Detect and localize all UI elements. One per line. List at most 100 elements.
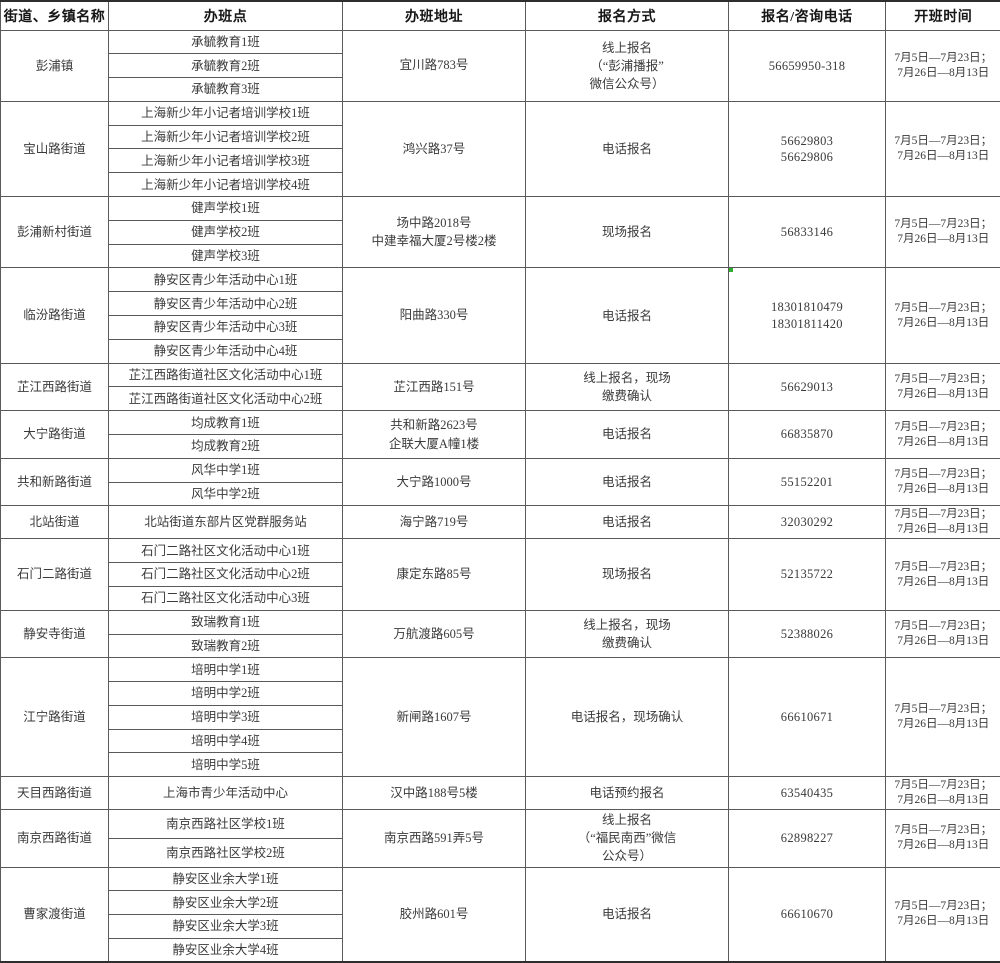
method-cell: 线上报名（“福民南西”微信公众号） [526, 810, 729, 867]
phone-cell: 56659950-318 [729, 30, 886, 101]
address-cell: 阳曲路330号 [343, 268, 526, 363]
method-cell: 现场报名 [526, 197, 729, 268]
district-cell: 北站街道 [1, 506, 109, 539]
district-cell: 临汾路街道 [1, 268, 109, 363]
address-cell: 芷江西路151号 [343, 363, 526, 411]
phone-cell: 66610670 [729, 867, 886, 962]
column-header: 开班时间 [886, 1, 1000, 30]
phone-cell: 55152201 [729, 458, 886, 506]
schedule-cell: 7月5日—7月23日；7月26日—8月13日 [886, 30, 1000, 101]
schedule-cell: 7月5日—7月23日；7月26日—8月13日 [886, 506, 1000, 539]
site-cell: 健声学校2班 [109, 220, 343, 244]
site-cell: 风华中学2班 [109, 482, 343, 506]
address-cell: 宜川路783号 [343, 30, 526, 101]
method-cell: 现场报名 [526, 539, 729, 610]
site-cell: 上海市青少年活动中心 [109, 777, 343, 810]
site-cell: 静安区业余大学2班 [109, 891, 343, 915]
phone-cell: 32030292 [729, 506, 886, 539]
address-cell: 海宁路719号 [343, 506, 526, 539]
site-cell: 静安区青少年活动中心3班 [109, 316, 343, 340]
address-cell: 大宁路1000号 [343, 458, 526, 506]
method-cell: 电话报名 [526, 867, 729, 962]
district-cell: 江宁路街道 [1, 658, 109, 777]
site-cell: 培明中学3班 [109, 705, 343, 729]
site-cell: 致瑞教育2班 [109, 634, 343, 658]
site-cell: 健声学校1班 [109, 197, 343, 221]
column-header: 办班地址 [343, 1, 526, 30]
address-cell: 共和新路2623号企联大厦A幢1楼 [343, 411, 526, 459]
site-cell: 静安区业余大学1班 [109, 867, 343, 891]
site-cell: 均成教育1班 [109, 411, 343, 435]
address-cell: 鸿兴路37号 [343, 101, 526, 196]
site-cell: 芷江西路街道社区文化活动中心1班 [109, 363, 343, 387]
table-row: 彭浦镇承毓教育1班宜川路783号线上报名（“彭浦播报”微信公众号）5665995… [1, 30, 1000, 54]
site-cell: 上海新少年小记者培训学校4班 [109, 173, 343, 197]
method-cell: 电话报名 [526, 458, 729, 506]
schedule-cell: 7月5日—7月23日；7月26日—8月13日 [886, 268, 1000, 363]
phone-cell: 56833146 [729, 197, 886, 268]
column-header: 报名/咨询电话 [729, 1, 886, 30]
address-cell: 胶州路601号 [343, 867, 526, 962]
district-cell: 静安寺街道 [1, 610, 109, 658]
method-cell: 电话报名 [526, 411, 729, 459]
site-cell: 上海新少年小记者培训学校3班 [109, 149, 343, 173]
site-cell: 静安区青少年活动中心4班 [109, 339, 343, 363]
district-cell: 天目西路街道 [1, 777, 109, 810]
address-cell: 新闸路1607号 [343, 658, 526, 777]
site-cell: 石门二路社区文化活动中心2班 [109, 563, 343, 587]
site-cell: 承毓教育3班 [109, 78, 343, 102]
column-header: 办班点 [109, 1, 343, 30]
header-row: 街道、乡镇名称办班点办班地址报名方式报名/咨询电话开班时间 [1, 1, 1000, 30]
district-cell: 彭浦镇 [1, 30, 109, 101]
site-cell: 健声学校3班 [109, 244, 343, 268]
site-cell: 南京西路社区学校1班 [109, 810, 343, 839]
district-cell: 共和新路街道 [1, 458, 109, 506]
site-cell: 培明中学2班 [109, 682, 343, 706]
district-cell: 彭浦新村街道 [1, 197, 109, 268]
schedule-cell: 7月5日—7月23日；7月26日—8月13日 [886, 539, 1000, 610]
site-cell: 培明中学4班 [109, 729, 343, 753]
site-cell: 石门二路社区文化活动中心3班 [109, 586, 343, 610]
phone-cell: 63540435 [729, 777, 886, 810]
site-cell: 静安区青少年活动中心1班 [109, 268, 343, 292]
district-cell: 芷江西路街道 [1, 363, 109, 411]
table-row: 芷江西路街道芷江西路街道社区文化活动中心1班芷江西路151号线上报名，现场缴费确… [1, 363, 1000, 387]
district-cell: 宝山路街道 [1, 101, 109, 196]
schedule-cell: 7月5日—7月23日；7月26日—8月13日 [886, 867, 1000, 962]
schedule-cell: 7月5日—7月23日；7月26日—8月13日 [886, 363, 1000, 411]
site-cell: 静安区青少年活动中心2班 [109, 292, 343, 316]
column-header: 街道、乡镇名称 [1, 1, 109, 30]
schedule-cell: 7月5日—7月23日；7月26日—8月13日 [886, 810, 1000, 867]
district-cell: 大宁路街道 [1, 411, 109, 459]
method-cell: 线上报名，现场缴费确认 [526, 363, 729, 411]
method-cell: 电话报名 [526, 101, 729, 196]
address-cell: 南京西路591弄5号 [343, 810, 526, 867]
method-cell: 电话报名 [526, 268, 729, 363]
site-cell: 培明中学1班 [109, 658, 343, 682]
address-cell: 场中路2018号中建幸福大厦2号楼2楼 [343, 197, 526, 268]
site-cell: 上海新少年小记者培训学校1班 [109, 101, 343, 125]
site-cell: 上海新少年小记者培训学校2班 [109, 125, 343, 149]
table-header: 街道、乡镇名称办班点办班地址报名方式报名/咨询电话开班时间 [1, 1, 1000, 30]
district-cell: 石门二路街道 [1, 539, 109, 610]
phone-cell: 66610671 [729, 658, 886, 777]
site-cell: 均成教育2班 [109, 435, 343, 459]
site-cell: 致瑞教育1班 [109, 610, 343, 634]
phone-cell: 52388026 [729, 610, 886, 658]
address-cell: 汉中路188号5楼 [343, 777, 526, 810]
schedule-cell: 7月5日—7月23日；7月26日—8月13日 [886, 658, 1000, 777]
site-cell: 风华中学1班 [109, 458, 343, 482]
schedule-cell: 7月5日—7月23日；7月26日—8月13日 [886, 101, 1000, 196]
site-cell: 静安区业余大学3班 [109, 915, 343, 939]
